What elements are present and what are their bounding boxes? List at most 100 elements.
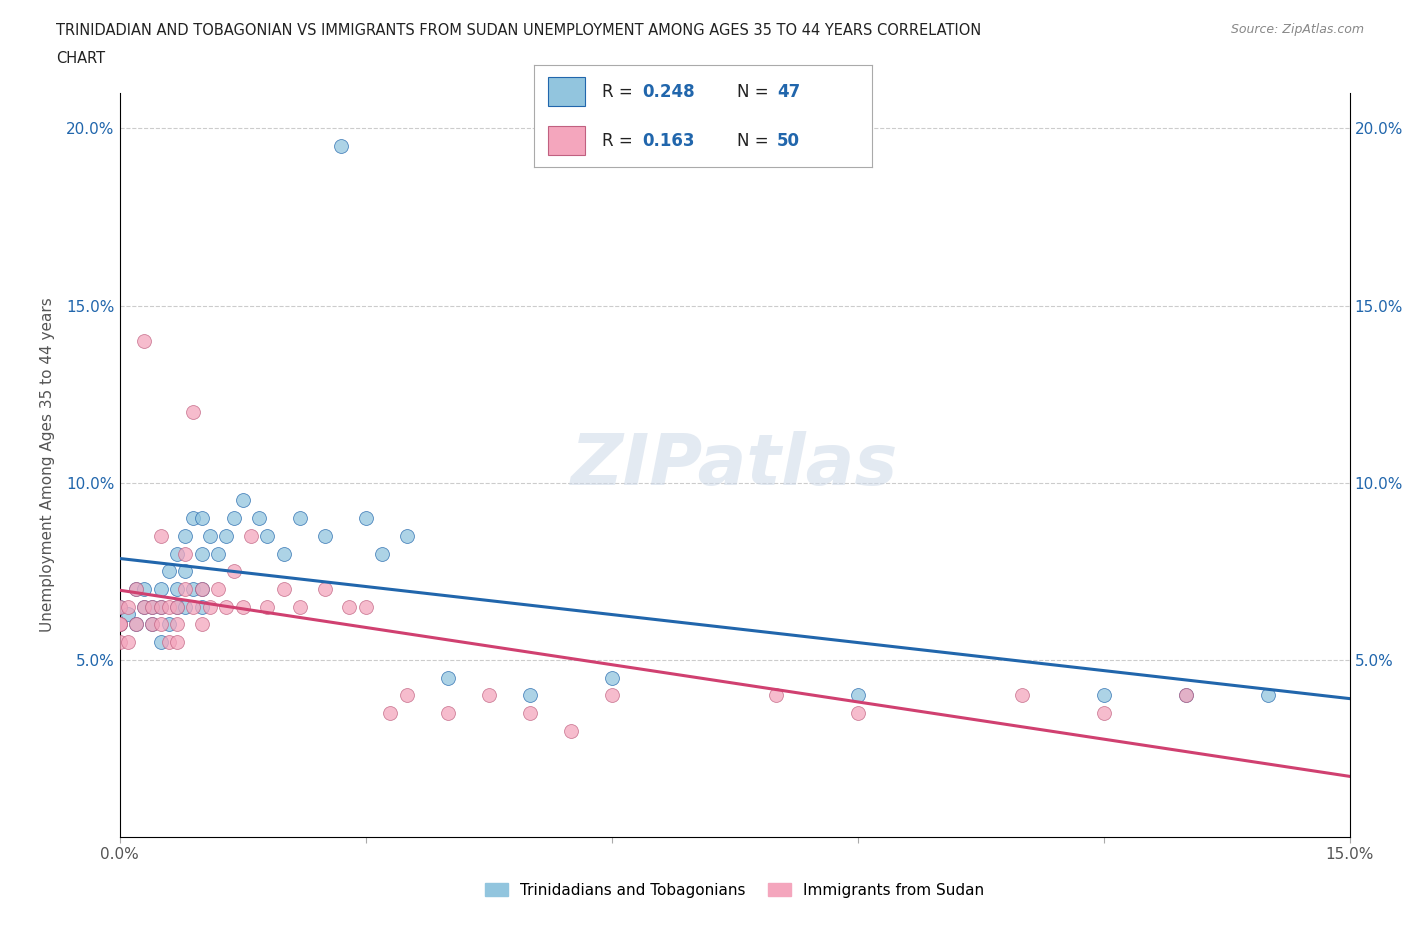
Point — [117, 634, 139, 649]
Point — [436, 706, 458, 721]
Point — [190, 599, 212, 614]
Text: N =: N = — [737, 83, 768, 100]
Point — [149, 599, 172, 614]
Point — [207, 581, 229, 596]
Point — [198, 599, 221, 614]
Point — [215, 599, 238, 614]
Text: CHART: CHART — [56, 51, 105, 66]
Legend: Trinidadians and Tobagonians, Immigrants from Sudan: Trinidadians and Tobagonians, Immigrants… — [478, 876, 991, 904]
Text: 0.248: 0.248 — [643, 83, 695, 100]
Point — [108, 617, 131, 631]
Point — [149, 581, 172, 596]
Point — [125, 581, 148, 596]
Point — [141, 617, 163, 631]
Point — [190, 511, 212, 525]
Text: TRINIDADIAN AND TOBAGONIAN VS IMMIGRANTS FROM SUDAN UNEMPLOYMENT AMONG AGES 35 T: TRINIDADIAN AND TOBAGONIAN VS IMMIGRANTS… — [56, 23, 981, 38]
Point — [132, 581, 156, 596]
Point — [380, 706, 402, 721]
Point — [117, 606, 139, 621]
Point — [157, 617, 180, 631]
Point — [141, 599, 163, 614]
Point — [224, 511, 246, 525]
Point — [174, 564, 197, 578]
Point — [141, 599, 163, 614]
Point — [231, 493, 254, 508]
Point — [600, 671, 623, 685]
Point — [288, 511, 311, 525]
Text: 50: 50 — [778, 132, 800, 150]
Point — [166, 617, 188, 631]
Point — [1174, 688, 1197, 703]
Point — [108, 634, 131, 649]
Point — [190, 581, 212, 596]
FancyBboxPatch shape — [548, 77, 585, 106]
Point — [149, 634, 172, 649]
Point — [256, 599, 278, 614]
Point — [108, 617, 131, 631]
Point — [108, 599, 131, 614]
Point — [157, 634, 180, 649]
Text: Source: ZipAtlas.com: Source: ZipAtlas.com — [1230, 23, 1364, 36]
Point — [125, 617, 148, 631]
Point — [256, 528, 278, 543]
Point — [132, 334, 156, 349]
Point — [183, 599, 205, 614]
Point — [765, 688, 787, 703]
Point — [108, 599, 131, 614]
Point — [231, 599, 254, 614]
Point — [166, 599, 188, 614]
Text: R =: R = — [602, 132, 633, 150]
Text: 0.163: 0.163 — [643, 132, 695, 150]
Point — [395, 688, 418, 703]
Point — [190, 617, 212, 631]
Point — [273, 581, 295, 596]
Point — [166, 546, 188, 561]
Point — [478, 688, 501, 703]
Point — [354, 599, 377, 614]
Point — [198, 528, 221, 543]
Text: 47: 47 — [778, 83, 800, 100]
Point — [436, 671, 458, 685]
Point — [166, 581, 188, 596]
Point — [141, 617, 163, 631]
Point — [846, 688, 869, 703]
Point — [149, 617, 172, 631]
Text: R =: R = — [602, 83, 633, 100]
Point — [1174, 688, 1197, 703]
Point — [600, 688, 623, 703]
Point — [157, 599, 180, 614]
FancyBboxPatch shape — [548, 126, 585, 155]
Point — [183, 511, 205, 525]
Point — [395, 528, 418, 543]
Point — [224, 564, 246, 578]
Point — [247, 511, 270, 525]
Point — [846, 706, 869, 721]
Point — [125, 617, 148, 631]
Point — [117, 599, 139, 614]
Y-axis label: Unemployment Among Ages 35 to 44 years: Unemployment Among Ages 35 to 44 years — [41, 298, 55, 632]
Point — [314, 581, 336, 596]
Point — [560, 724, 582, 738]
Point — [354, 511, 377, 525]
Text: ZIPatlas: ZIPatlas — [571, 431, 898, 499]
Point — [174, 528, 197, 543]
Point — [314, 528, 336, 543]
Text: N =: N = — [737, 132, 768, 150]
Point — [190, 546, 212, 561]
Point — [166, 599, 188, 614]
Point — [157, 564, 180, 578]
Point — [519, 706, 541, 721]
Point — [288, 599, 311, 614]
Point — [207, 546, 229, 561]
Point — [371, 546, 394, 561]
Point — [132, 599, 156, 614]
Point — [330, 139, 353, 153]
Point — [1257, 688, 1279, 703]
Point — [183, 581, 205, 596]
Point — [108, 617, 131, 631]
Point — [132, 599, 156, 614]
Point — [273, 546, 295, 561]
Point — [183, 405, 205, 419]
Point — [1092, 688, 1115, 703]
Point — [215, 528, 238, 543]
